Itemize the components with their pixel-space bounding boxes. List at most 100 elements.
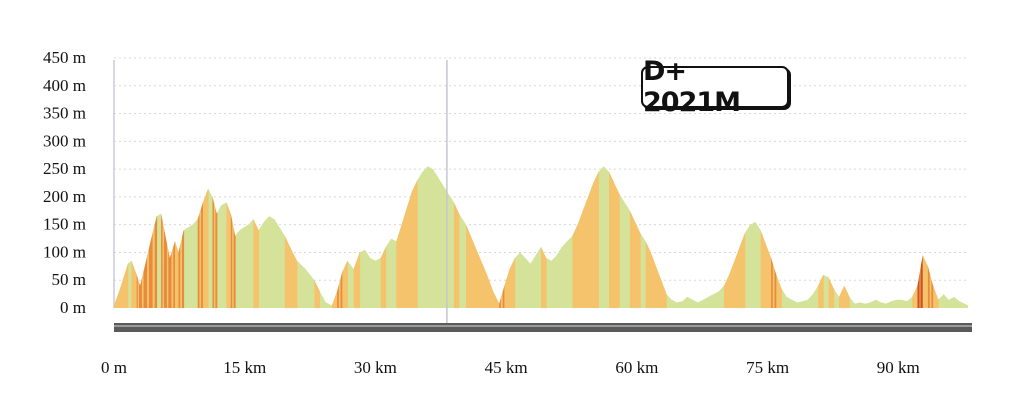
elevation-area bbox=[114, 166, 968, 308]
y-tick-label: 150 m bbox=[43, 215, 86, 234]
slope-stripe bbox=[152, 166, 155, 308]
slope-stripe bbox=[199, 166, 202, 308]
slope-stripe bbox=[609, 166, 612, 308]
slope-stripe bbox=[232, 166, 235, 308]
slope-stripe bbox=[126, 166, 129, 308]
y-tick-label: 300 m bbox=[43, 131, 86, 150]
slope-stripe bbox=[294, 166, 298, 308]
slope-stripe bbox=[577, 166, 580, 308]
slope-stripe bbox=[457, 166, 460, 308]
slope-stripe bbox=[413, 166, 416, 308]
slope-stripe bbox=[842, 166, 845, 308]
slope-stripe bbox=[491, 166, 494, 308]
slope-stripe bbox=[574, 166, 577, 308]
slope-stripe bbox=[139, 166, 141, 308]
slope-stripe bbox=[636, 166, 639, 308]
slope-stripe bbox=[161, 166, 163, 308]
slope-stripe bbox=[405, 166, 408, 308]
slope-stripe bbox=[333, 166, 336, 308]
slope-stripe bbox=[468, 166, 472, 308]
slope-stripe bbox=[912, 166, 915, 308]
slope-stripe bbox=[844, 166, 847, 308]
slope-stripe bbox=[141, 166, 144, 308]
slope-stripe bbox=[493, 166, 496, 308]
slope-stripe bbox=[610, 166, 613, 308]
slope-stripe bbox=[120, 166, 122, 308]
slope-stripe bbox=[286, 166, 289, 308]
slope-stripe bbox=[410, 166, 413, 308]
slope-stripe bbox=[586, 166, 589, 308]
slope-stripe bbox=[936, 166, 939, 308]
slope-stripe bbox=[403, 166, 406, 308]
x-tick-label: 0 m bbox=[101, 358, 127, 377]
slope-stripe bbox=[821, 166, 824, 308]
slope-stripe bbox=[931, 166, 934, 308]
y-tick-label: 400 m bbox=[43, 76, 86, 95]
slope-stripe bbox=[335, 166, 338, 308]
slope-stripe bbox=[401, 166, 404, 308]
slope-stripe bbox=[215, 166, 218, 308]
slope-stripe bbox=[408, 166, 411, 308]
slope-stripe bbox=[489, 166, 492, 308]
slope-stripe bbox=[121, 166, 124, 308]
slope-stripe bbox=[253, 166, 256, 308]
slope-stripe bbox=[830, 166, 833, 308]
slope-stripe bbox=[612, 166, 615, 308]
slope-stripe bbox=[633, 166, 636, 308]
slope-stripe bbox=[466, 166, 469, 308]
slope-stripe bbox=[582, 166, 585, 308]
slope-stripe bbox=[593, 166, 596, 308]
slope-stripe bbox=[542, 166, 545, 308]
slope-stripe bbox=[233, 166, 236, 308]
slope-stripe bbox=[197, 166, 200, 308]
slope-stripe bbox=[509, 166, 512, 308]
x-axis-labels: 0 m 15 km 30 km 45 km 60 km 75 km 90 km bbox=[101, 358, 920, 377]
slope-stripe bbox=[917, 166, 920, 308]
slope-stripe bbox=[164, 166, 166, 308]
slope-stripe bbox=[473, 166, 476, 308]
slope-stripe bbox=[119, 166, 121, 308]
slope-stripe bbox=[357, 166, 361, 308]
slope-stripe bbox=[162, 166, 165, 308]
slope-stripe bbox=[487, 166, 490, 308]
slope-stripe bbox=[579, 166, 582, 308]
slope-stripe bbox=[345, 166, 348, 308]
slope-stripe bbox=[150, 166, 153, 308]
slope-stripe bbox=[292, 166, 296, 308]
slope-stripe bbox=[581, 166, 584, 308]
slope-stripe bbox=[513, 166, 516, 308]
x-tick-label: 75 km bbox=[746, 358, 789, 377]
slope-stripe bbox=[340, 166, 343, 308]
slope-stripe bbox=[147, 166, 150, 308]
slope-stripe bbox=[614, 166, 617, 308]
slope-stripe bbox=[201, 166, 204, 308]
slope-stripe bbox=[316, 166, 319, 308]
slope-stripe bbox=[477, 166, 481, 308]
y-tick-label: 200 m bbox=[43, 187, 86, 206]
slope-stripe bbox=[495, 166, 498, 308]
slope-stripe bbox=[331, 166, 334, 308]
track-bar bbox=[114, 323, 972, 332]
slope-stripe bbox=[638, 166, 641, 308]
x-tick-label: 15 km bbox=[223, 358, 266, 377]
slope-stripe bbox=[629, 166, 632, 308]
slope-stripe bbox=[338, 166, 341, 308]
slope-stripe bbox=[927, 166, 930, 308]
slope-stripe bbox=[256, 166, 259, 308]
slope-stripe bbox=[229, 166, 232, 308]
slope-stripe bbox=[846, 166, 849, 308]
slope-stripe bbox=[818, 166, 821, 308]
distance-track-bar bbox=[114, 323, 972, 332]
y-tick-label: 100 m bbox=[43, 242, 86, 261]
slope-stripe bbox=[134, 166, 137, 308]
slope-stripe bbox=[213, 166, 216, 308]
slope-stripe bbox=[914, 166, 917, 308]
y-tick-label: 350 m bbox=[43, 104, 86, 123]
y-tick-label: 450 m bbox=[43, 48, 86, 67]
slope-stripe bbox=[584, 166, 587, 308]
slope-stripe bbox=[140, 166, 143, 308]
slope-stripe bbox=[399, 166, 402, 308]
slope-stripe bbox=[847, 166, 850, 308]
slope-stripe bbox=[314, 166, 317, 308]
